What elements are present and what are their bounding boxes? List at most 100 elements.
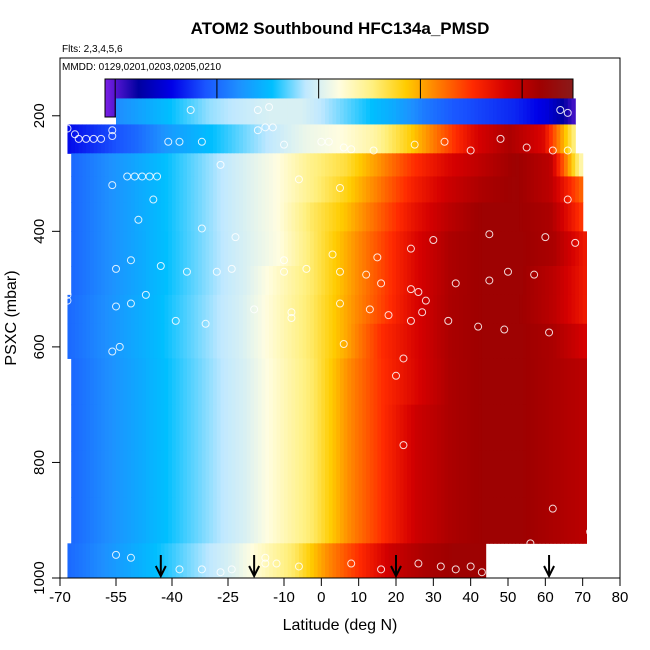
heatmap-cell — [313, 266, 319, 296]
heatmap-cell — [459, 497, 464, 544]
heatmap-cell — [582, 450, 587, 498]
heatmap-cell — [153, 153, 158, 177]
heatmap-cell — [418, 358, 423, 406]
heatmap-cell — [250, 404, 255, 452]
heatmap-cell — [172, 450, 177, 498]
heatmap-cell — [116, 153, 121, 177]
heatmap-cell — [130, 98, 136, 125]
heatmap-cell — [388, 266, 393, 296]
heatmap-cell — [239, 450, 244, 498]
heatmap-cell — [269, 497, 274, 544]
descent-arrows — [154, 555, 555, 579]
heatmap-cell — [194, 202, 199, 232]
flight-sample-point — [496, 134, 505, 143]
heatmap-cell — [474, 176, 479, 203]
heatmap-cell — [429, 266, 434, 296]
heatmap-cell — [388, 153, 393, 177]
heatmap-cell — [466, 98, 472, 125]
heatmap-cell — [556, 497, 561, 544]
heatmap-cell — [194, 294, 199, 325]
heatmap-cell — [407, 404, 412, 452]
heatmap-cell — [399, 124, 405, 154]
heatmap-cell — [369, 231, 375, 267]
heatmap-cell — [108, 294, 113, 325]
heatmap-cell — [489, 450, 494, 498]
heatmap-cell — [537, 358, 543, 406]
heatmap-cell — [351, 231, 356, 267]
heatmap-cell — [257, 153, 263, 177]
heatmap-cell — [168, 450, 173, 498]
heatmap-cell — [112, 266, 117, 296]
heatmap-cell — [403, 323, 408, 359]
heatmap-cell — [336, 124, 341, 154]
heatmap-cell — [127, 266, 132, 296]
flight-sample-point — [227, 565, 236, 574]
heatmap-cell — [328, 450, 334, 498]
flight-sample-point — [250, 305, 259, 314]
heatmap-cell — [478, 450, 483, 498]
heatmap-cell — [142, 153, 147, 177]
heatmap-cell — [340, 202, 345, 232]
heatmap-cell — [567, 98, 573, 125]
heatmap-cell — [522, 153, 528, 177]
descent-arrow-head — [390, 565, 402, 579]
heatmap-cell — [82, 231, 87, 267]
heatmap-cell — [470, 202, 475, 232]
flight-sample-point — [197, 224, 206, 233]
heatmap-cell — [142, 124, 147, 154]
flight-sample-point — [153, 172, 162, 181]
heatmap-cell — [175, 202, 181, 232]
heatmap-cell — [511, 124, 517, 154]
heatmap-cell — [564, 124, 569, 154]
heatmap-cell — [317, 450, 322, 498]
flight-sample-point — [294, 562, 303, 571]
heatmap-cell — [556, 176, 561, 203]
heatmap-cell — [567, 266, 573, 296]
heatmap-cell — [463, 323, 468, 359]
heatmap-cell — [101, 404, 106, 452]
heatmap-cell — [213, 358, 218, 406]
heatmap-cell — [336, 153, 341, 177]
heatmap-cell — [545, 124, 550, 154]
flight-sample-point — [548, 146, 557, 155]
heatmap-cell — [399, 231, 405, 267]
x-tick-label: 50 — [500, 589, 517, 606]
heatmap-cell — [67, 323, 72, 359]
heatmap-cell — [407, 98, 412, 125]
heatmap-cell — [328, 98, 334, 125]
heatmap-cell — [541, 231, 546, 267]
heatmap-cell — [407, 294, 412, 325]
heatmap-cell — [541, 153, 546, 177]
heatmap-cell — [343, 404, 349, 452]
heatmap-cell — [310, 124, 315, 154]
heatmap-cell — [481, 153, 487, 177]
heatmap-cell — [541, 124, 546, 154]
heatmap-cell — [537, 202, 543, 232]
heatmap-cell — [157, 543, 162, 579]
heatmap-cell — [254, 497, 259, 544]
heatmap-cell — [366, 202, 371, 232]
heatmap-cell — [384, 176, 390, 203]
heatmap-cell — [336, 543, 341, 579]
heatmap-cell — [526, 176, 531, 203]
heatmap-cell — [515, 176, 520, 203]
heatmap-cell — [186, 153, 192, 177]
heatmap-cell — [388, 450, 393, 498]
heatmap-cell — [575, 450, 580, 498]
heatmap-cell — [455, 202, 461, 232]
heatmap-cell — [224, 124, 229, 154]
heatmap-cell — [448, 497, 453, 544]
heatmap-cell — [466, 266, 472, 296]
heatmap-cell — [86, 153, 91, 177]
heatmap-cell — [104, 543, 110, 579]
heatmap-cell — [444, 98, 449, 125]
heatmap-cell — [508, 450, 513, 498]
heatmap-cell — [354, 323, 360, 359]
heatmap-cell — [470, 124, 475, 154]
heatmap-cell — [459, 450, 464, 498]
heatmap-cell — [179, 323, 184, 359]
flight-sample-point — [175, 137, 184, 146]
heatmap-cell — [440, 176, 446, 203]
heatmap-cell — [474, 294, 479, 325]
heatmap-cell — [474, 153, 479, 177]
